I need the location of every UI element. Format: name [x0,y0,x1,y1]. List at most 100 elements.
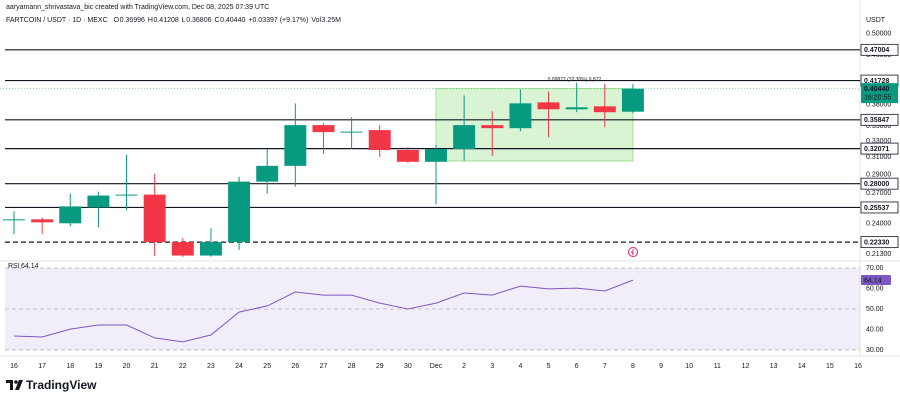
x-tick-label: 13 [770,363,778,370]
y-tick-label: 0.33000 [866,138,891,145]
y-tick-label: 0.21300 [866,251,891,258]
x-tick-label: 3 [490,363,494,370]
candle-body [31,219,54,223]
candle-body [115,194,138,196]
symbol-title: FARTCOIN / USDT · 1D · MEXC [6,17,108,24]
candle-body [340,131,363,133]
candle-body [59,206,82,224]
candle-body [565,107,588,110]
ohlc-key: C [215,17,220,24]
rsi-tick-label: 60.00 [866,285,884,292]
x-tick-label: 18 [66,363,74,370]
candle-body [621,88,644,112]
last-price-box [861,83,898,104]
rsi-value: 64.14 [21,263,39,270]
x-tick-label: 7 [603,363,607,370]
logo-part [6,380,13,383]
x-tick-label: 10 [685,363,693,370]
x-tick-label: 25 [263,363,271,370]
level-label-box [860,177,899,190]
x-tick-label: 23 [207,363,215,370]
x-tick-label: 15 [826,363,834,370]
x-tick-label: 26 [291,363,299,370]
candle-body [481,125,504,129]
measure-box [435,88,634,162]
logo-part [15,380,23,390]
change: +0.03397 (+9.17%) [248,17,308,24]
x-tick-label: 11 [714,363,721,370]
candle-body [3,219,25,221]
rsi-tick-label: 40.00 [866,326,884,333]
x-tick-label: 14 [798,363,806,370]
logo-part [14,380,18,384]
credit: aaryamann_shrivastava_bic created with T… [6,4,269,11]
candle-body [453,125,476,150]
candle-body [284,125,307,166]
rsi-tick-label: 50.00 [866,306,884,313]
y-tick-label: 0.46000 [866,52,891,59]
x-tick-label: 4 [518,363,522,370]
level-label: 0.25537 [864,205,889,212]
event-icon-bolt [630,248,635,256]
event-icon [628,247,638,257]
candle-body [396,149,419,162]
y-tick-label: 0.31000 [866,154,891,161]
x-tick-label: 16 [854,363,862,370]
candle-body [87,195,110,208]
level-label: 0.22330 [864,239,889,246]
rsi-value-box [861,275,891,286]
y-tick-label: 0.24000 [866,220,891,227]
level-label: 0.32071 [864,146,889,153]
x-tick-label: 16 [10,363,18,370]
countdown: 16:20:55 [864,95,891,102]
x-tick-label: 5 [547,363,551,370]
ohlc-key: O [114,17,120,24]
x-tick-label: 9 [659,363,663,370]
level-label: 0.41728 [864,78,889,85]
volume-key: Vol [311,17,321,24]
branding: TradingView [26,378,97,392]
candle-body [368,130,391,150]
rsi-tick-label: 70.00 [866,265,884,272]
x-tick-label: 21 [151,363,159,370]
ohlc-value: 0.36996 [120,17,145,24]
level-label-box [860,43,899,56]
x-tick-label: 6 [575,363,579,370]
candle-body [537,102,560,110]
volume: 3.25M [322,17,342,24]
x-tick-label: 17 [38,363,46,370]
candle-body [143,194,166,243]
x-tick-label: 22 [179,363,187,370]
level-label-box [860,201,899,214]
rsi-title: RSI [8,263,20,270]
ohlc-key: L [182,17,186,24]
y-tick-label: 0.29000 [866,171,891,178]
candle-body [228,181,251,243]
x-tick-label: 12 [742,363,750,370]
x-tick-label: 2 [462,363,466,370]
candle-body [425,149,447,162]
last-price-label: 0.40440 [864,86,889,93]
level-label: 0.47004 [864,47,889,54]
ohlc-value: 0.36806 [186,17,211,24]
logo-part [10,380,13,390]
level-label-box [860,113,899,126]
y-tick-label: 0.35000 [866,123,891,130]
x-tick-label: 29 [376,363,384,370]
candle-body [312,125,335,133]
x-tick-label: Dec [430,363,443,370]
rsi-line [13,279,634,343]
ohlc-key: H [148,17,153,24]
x-tick-label: 20 [123,363,131,370]
x-tick-label: 27 [320,363,328,370]
ohlc-value: 0.41208 [153,17,178,24]
candle-body [199,242,222,256]
y-tick-label: 0.27000 [866,190,891,197]
candle-body [171,242,194,256]
x-tick-label: 30 [404,363,412,370]
y-tick-label: 0.38000 [866,102,891,109]
x-tick-label: 28 [348,363,356,370]
level-label-box [860,142,899,155]
